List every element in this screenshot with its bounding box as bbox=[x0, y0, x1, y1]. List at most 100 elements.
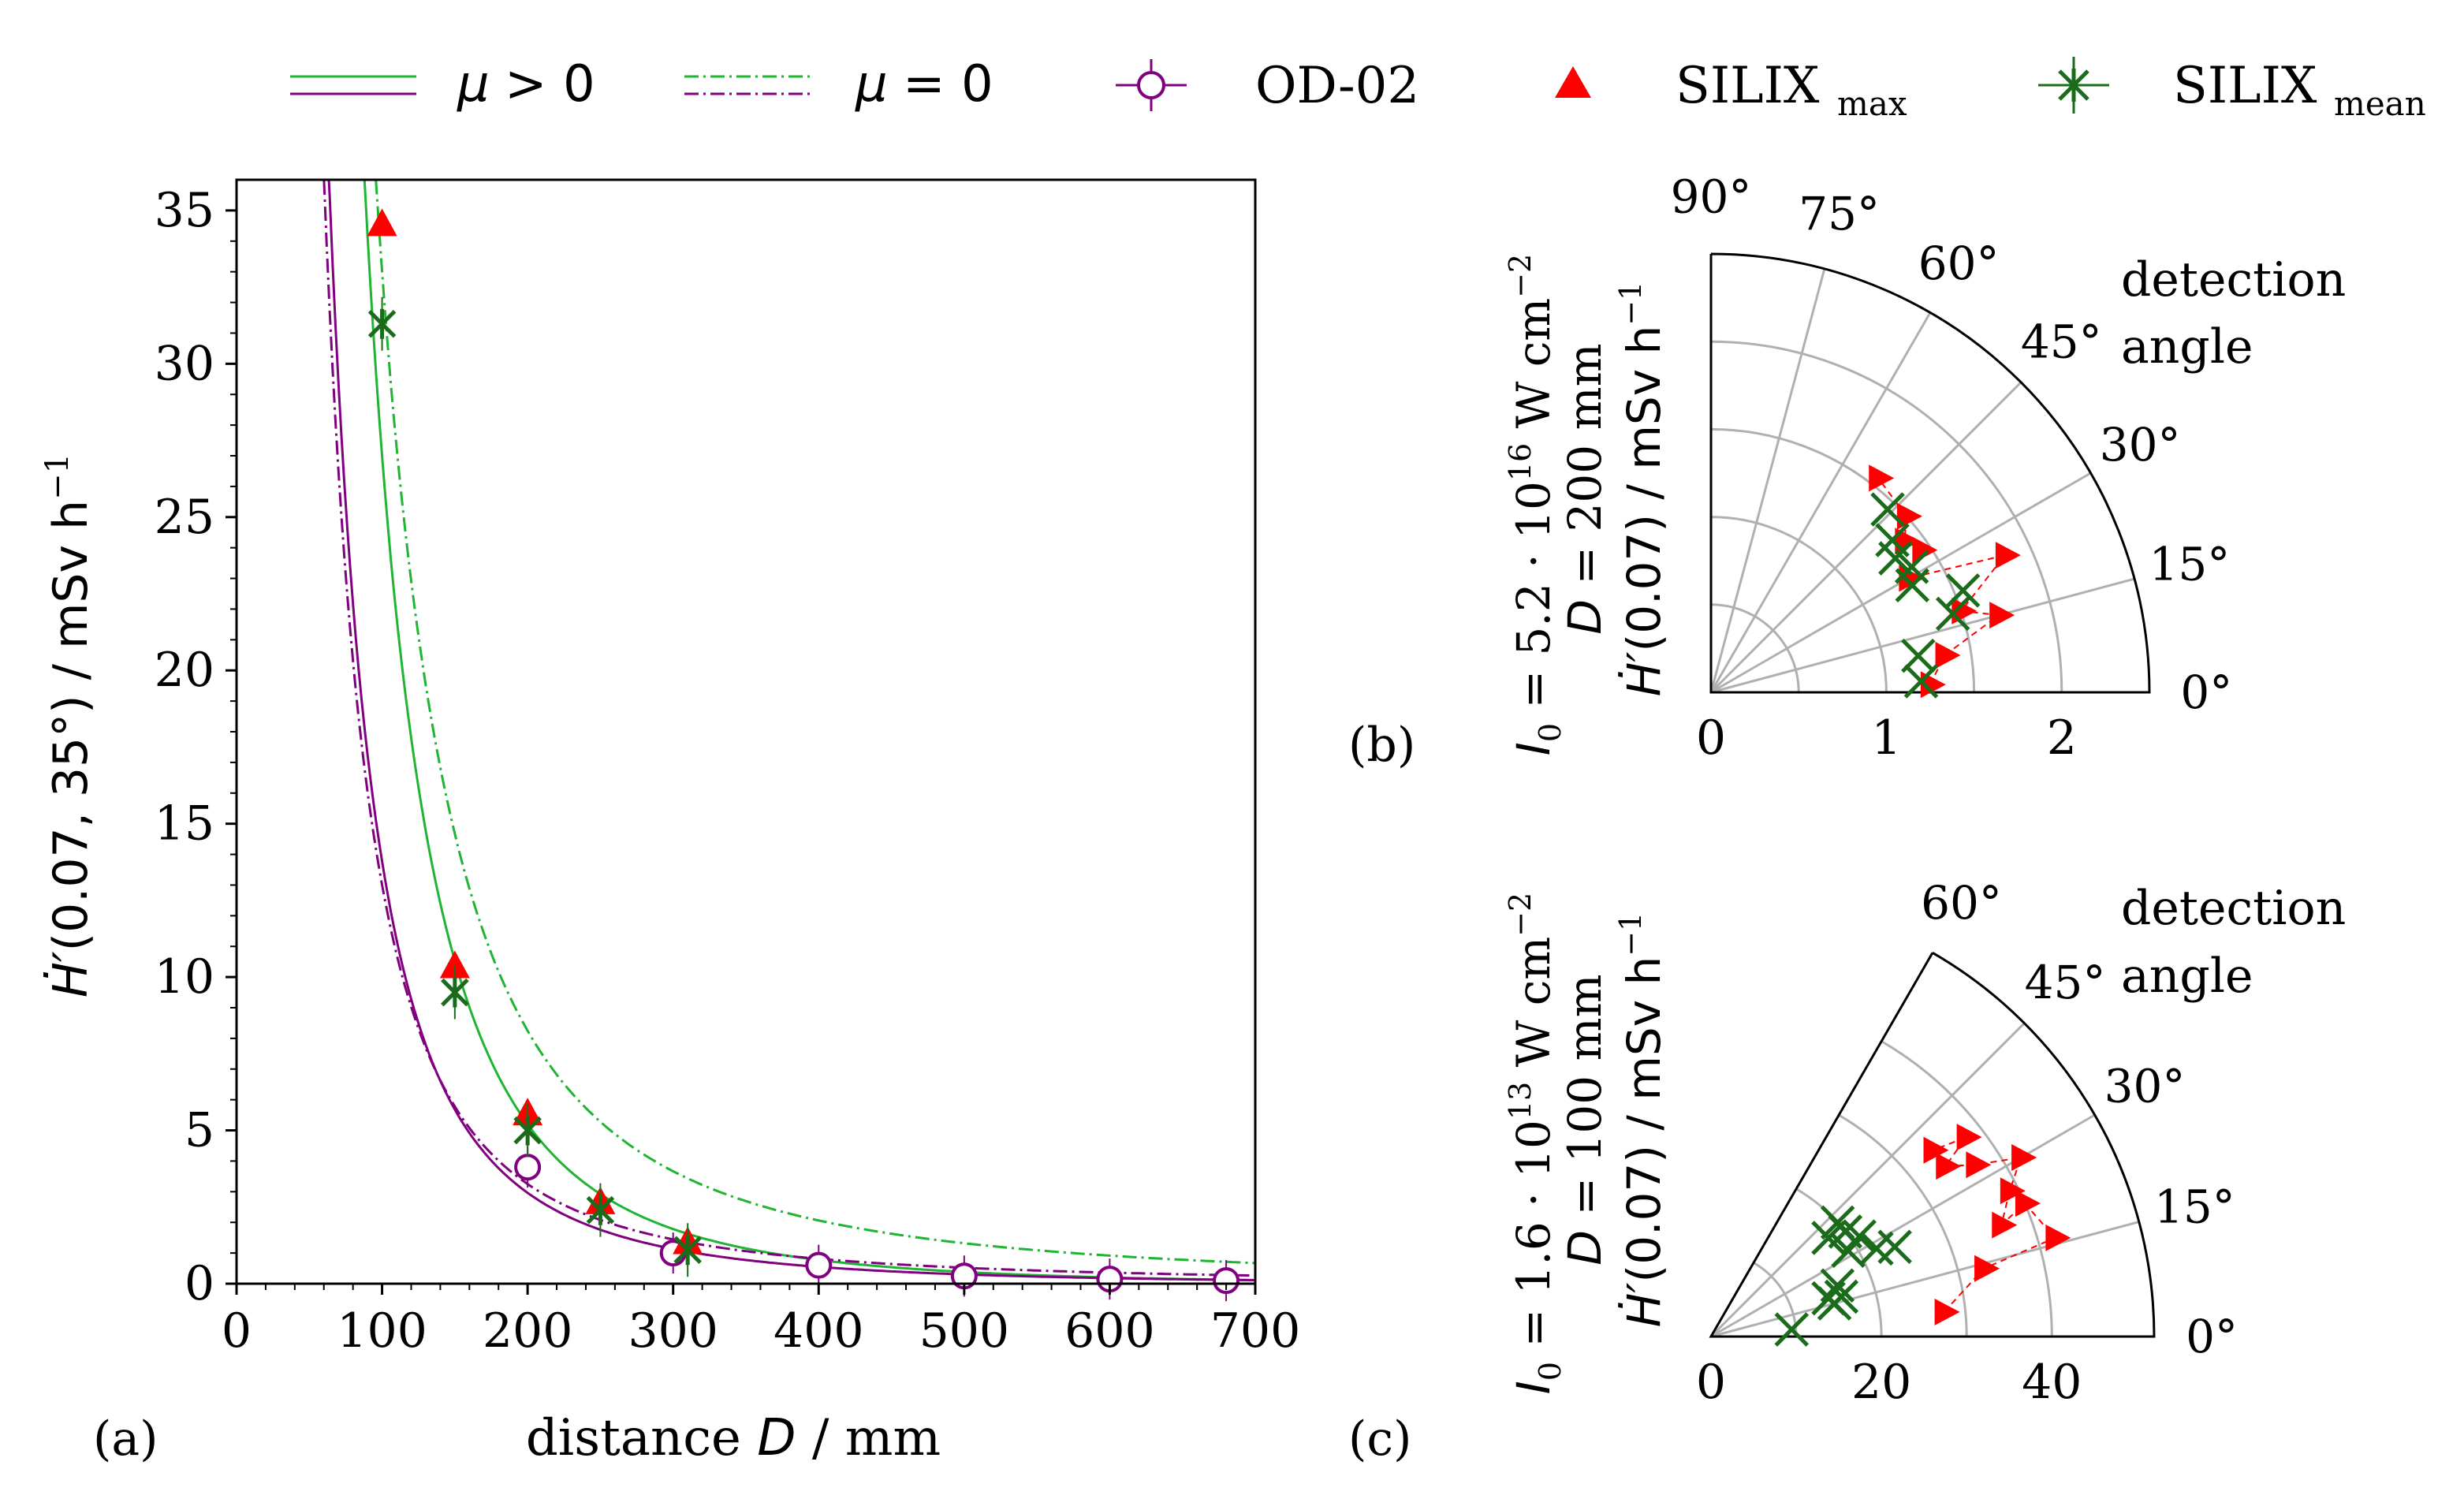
x-tick-label: 300 bbox=[628, 1303, 718, 1359]
y-tick-label: 25 bbox=[155, 490, 214, 545]
silix-mean-point bbox=[673, 1235, 702, 1266]
radial-tick-label: 0 bbox=[1696, 710, 1726, 766]
polar-frame bbox=[1709, 951, 2156, 1338]
y-tick-label: 30 bbox=[155, 336, 214, 391]
legend-od02-label: OD-02 bbox=[1255, 57, 1419, 115]
silix-mean-point bbox=[513, 1115, 542, 1146]
silix-mean-point bbox=[1820, 1268, 1855, 1303]
angle-label: 90° bbox=[1671, 170, 1752, 224]
silix-max-point bbox=[439, 950, 470, 979]
legend-silix-max-sub: max bbox=[1837, 84, 1907, 123]
od02-point bbox=[514, 1154, 542, 1181]
silix-max-point bbox=[1974, 1255, 2000, 1282]
legend-mu-zero-rel: = 0 bbox=[903, 55, 993, 114]
angle-label: 45° bbox=[2021, 315, 2102, 369]
y-tick-label: 10 bbox=[155, 949, 214, 1005]
silix-max-point bbox=[1936, 1153, 1962, 1180]
radial-tick-label: 0 bbox=[1696, 1355, 1726, 1410]
legend-item-silix-mean: SILIX mean bbox=[2038, 57, 2426, 123]
x-tick-label: 700 bbox=[1210, 1303, 1301, 1359]
angular-gridline bbox=[1709, 268, 1826, 693]
x-tick-label: 100 bbox=[337, 1303, 427, 1359]
angle-label: 15° bbox=[2154, 1180, 2235, 1234]
silix-mean-point bbox=[1824, 1279, 1859, 1314]
silix-mean-point bbox=[1875, 523, 1910, 557]
legend-mu-symbol: μ bbox=[855, 55, 888, 114]
legend-silix-max-label: SILIX bbox=[1676, 57, 1820, 115]
y-tick-label: 0 bbox=[185, 1256, 214, 1311]
x-tick-label: 400 bbox=[773, 1303, 864, 1359]
x-tick-label: 0 bbox=[222, 1303, 252, 1359]
angle-label: 0° bbox=[2180, 666, 2232, 719]
radial-tick-label: 40 bbox=[2022, 1355, 2082, 1410]
od02-point bbox=[1213, 1267, 1240, 1295]
panel-b-polar-plot: 0 1 2 0° 15° 30° 45° 60° 75° 90° (b) detection an… bbox=[1348, 170, 2346, 773]
legend-item-mu-zero: μ = 0 bbox=[684, 55, 993, 114]
curve-2 bbox=[375, 180, 1255, 1265]
panel-b-detection-label: detection bbox=[2121, 252, 2346, 308]
silix-mean-point bbox=[367, 308, 397, 339]
panel-a-distance-plot: 0 100 200 300 400 500 600 700 0 5 10 15 20 25 30 35 dis… bbox=[39, 178, 1301, 1467]
silix-max-point bbox=[1934, 1298, 1960, 1325]
panel-c-intensity-label: I0 = 1.6 · 1013 W cm−2 bbox=[1503, 893, 1567, 1394]
silix-max-connector bbox=[1933, 1135, 2056, 1313]
silix-max-point bbox=[2045, 1224, 2071, 1251]
y-tick-label: 15 bbox=[155, 796, 214, 852]
silix-max-point bbox=[1992, 1211, 2018, 1239]
angular-gridline bbox=[1710, 577, 2135, 694]
y-tick-label: 5 bbox=[185, 1103, 214, 1158]
curve-1 bbox=[327, 180, 1255, 1282]
panel-c-dose-label: Ḣ′(0.07) / mSv h−1 bbox=[1613, 912, 1671, 1327]
angle-label: 45° bbox=[2025, 956, 2106, 1009]
silix-mean-point bbox=[586, 1195, 615, 1225]
angular-gridline bbox=[1709, 311, 1932, 693]
panel-b-label: (b) bbox=[1348, 718, 1415, 773]
radial-tick-label: 20 bbox=[1851, 1355, 1911, 1410]
curve-0 bbox=[363, 180, 1255, 1281]
panel-c-polar-plot: 0 20 400°15°30°45°60° (c) detection angle … bbox=[1348, 876, 2346, 1467]
panel-a-frame bbox=[235, 178, 1257, 1285]
panel-a-label: (a) bbox=[93, 1411, 158, 1467]
silix-max-connector bbox=[1877, 477, 2007, 685]
curve-3 bbox=[322, 180, 1255, 1277]
panel-a-y-axis-label: Ḣ′(0.07, 35°) / mSv h−1 bbox=[39, 453, 99, 997]
od02-point bbox=[805, 1251, 833, 1279]
panel-b-dose-label: Ḣ′(0.07) / mSv h−1 bbox=[1613, 281, 1671, 696]
silix-max-point bbox=[1912, 536, 1938, 564]
silix-max-point bbox=[1923, 1136, 1949, 1164]
silix-max-point bbox=[1935, 642, 1961, 669]
angle-label: 60° bbox=[1921, 876, 2002, 930]
panel-c-angle-label: angle bbox=[2121, 949, 2253, 1004]
silix-max-point bbox=[2015, 1190, 2041, 1217]
legend-mu-symbol: μ bbox=[457, 55, 490, 114]
legend-mu-positive-rel: > 0 bbox=[505, 55, 595, 114]
silix-mean-point bbox=[1901, 638, 1936, 673]
y-tick-label: 35 bbox=[155, 183, 214, 238]
od02-marker-icon bbox=[1137, 71, 1165, 99]
angle-label: 60° bbox=[1918, 237, 2000, 290]
legend-item-mu-positive: μ > 0 bbox=[290, 55, 595, 114]
silix-max-point bbox=[1989, 602, 2015, 629]
x-tick-label: 600 bbox=[1064, 1303, 1155, 1359]
silix-max-point bbox=[1966, 1151, 1992, 1179]
x-tick-label: 200 bbox=[483, 1303, 573, 1359]
angle-label: 30° bbox=[2100, 418, 2181, 472]
silix-mean-point bbox=[1870, 492, 1905, 527]
legend-silix-mean-sub: mean bbox=[2334, 84, 2426, 123]
angle-label: 75° bbox=[1799, 187, 1880, 240]
angle-label: 30° bbox=[2104, 1059, 2186, 1113]
silix-mean-point bbox=[1774, 1312, 1810, 1347]
angular-gridline bbox=[1709, 1022, 2026, 1338]
panel-b-distance-label: D = 200 mm bbox=[1558, 343, 1612, 634]
angular-gridline bbox=[1710, 1113, 2096, 1338]
silix-mean-point bbox=[1820, 1205, 1855, 1240]
silix-mean-point bbox=[1935, 596, 1970, 632]
silix-max-point bbox=[1869, 464, 1895, 492]
radial-tick-label: 2 bbox=[2047, 710, 2077, 766]
angle-label: 0° bbox=[2186, 1310, 2238, 1363]
angular-gridline bbox=[1709, 381, 2022, 694]
panel-c-detection-label: detection bbox=[2121, 881, 2346, 936]
asterisk-marker-icon bbox=[2058, 69, 2089, 102]
silix-max-point bbox=[2000, 1177, 2026, 1205]
